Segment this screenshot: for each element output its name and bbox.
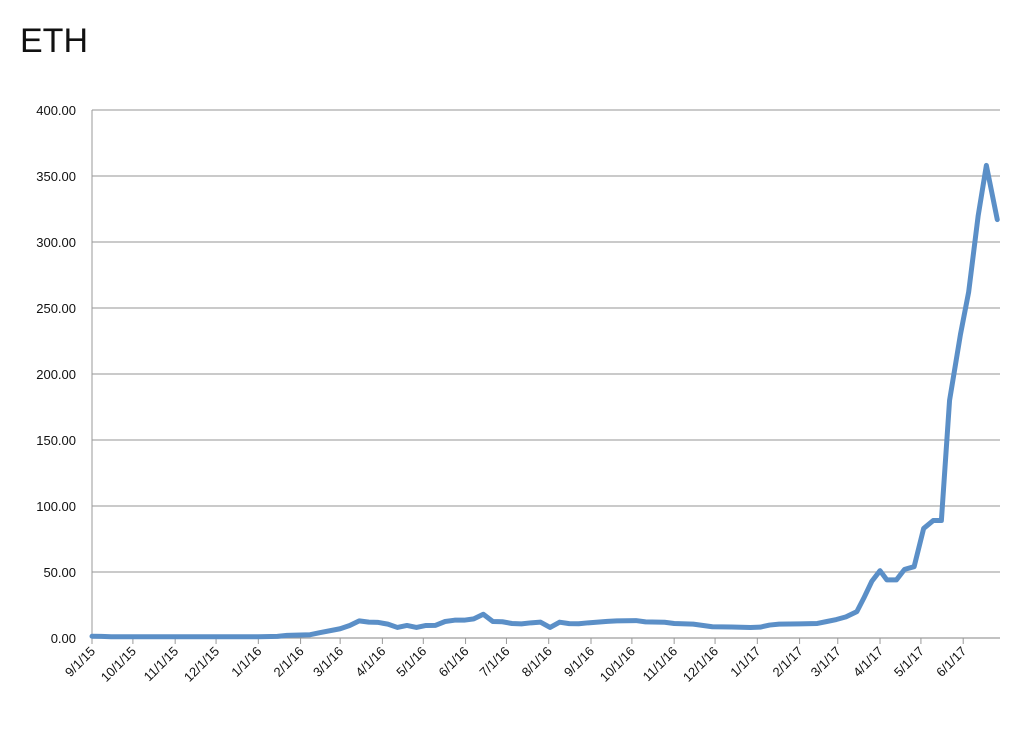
y-tick-label: 150.00: [36, 433, 76, 448]
x-tick-label: 1/1/16: [228, 644, 264, 680]
y-tick-label: 100.00: [36, 499, 76, 514]
x-tick-label: 7/1/16: [476, 644, 512, 680]
y-tick-label: 350.00: [36, 169, 76, 184]
y-tick-label: 200.00: [36, 367, 76, 382]
y-tick-label: 400.00: [36, 103, 76, 118]
x-tick-label: 11/1/15: [141, 644, 182, 685]
x-tick-label: 2/1/16: [271, 644, 307, 680]
x-tick-label: 2/1/17: [770, 644, 806, 680]
x-tick-label: 4/1/17: [850, 644, 886, 680]
x-tick-label: 9/1/16: [561, 644, 597, 680]
x-tick-label: 12/1/15: [181, 644, 222, 685]
price-line: [89, 162, 1000, 640]
y-tick-label: 250.00: [36, 301, 76, 316]
y-tick-label: 50.00: [43, 565, 76, 580]
x-tick-label: 6/1/17: [933, 644, 969, 680]
x-tick-label: 3/1/16: [310, 644, 346, 680]
x-tick-label: 5/1/17: [891, 644, 927, 680]
x-tick-label: 10/1/16: [597, 644, 638, 685]
x-tick-label: 1/1/17: [727, 644, 763, 680]
x-tick-label: 4/1/16: [352, 644, 388, 680]
x-tick-label: 8/1/16: [519, 644, 555, 680]
chart-title: ETH: [20, 22, 88, 60]
x-tick-label: 10/1/15: [98, 644, 139, 685]
x-tick-label: 3/1/17: [808, 644, 844, 680]
x-tick-label: 5/1/16: [393, 644, 429, 680]
x-tick-label: 9/1/15: [62, 644, 98, 680]
x-tick-label: 11/1/16: [640, 644, 681, 685]
x-tick-label: 12/1/16: [680, 644, 721, 685]
x-tick-label: 6/1/16: [436, 644, 472, 680]
y-tick-label: 0.00: [51, 631, 76, 646]
y-tick-label: 300.00: [36, 235, 76, 250]
